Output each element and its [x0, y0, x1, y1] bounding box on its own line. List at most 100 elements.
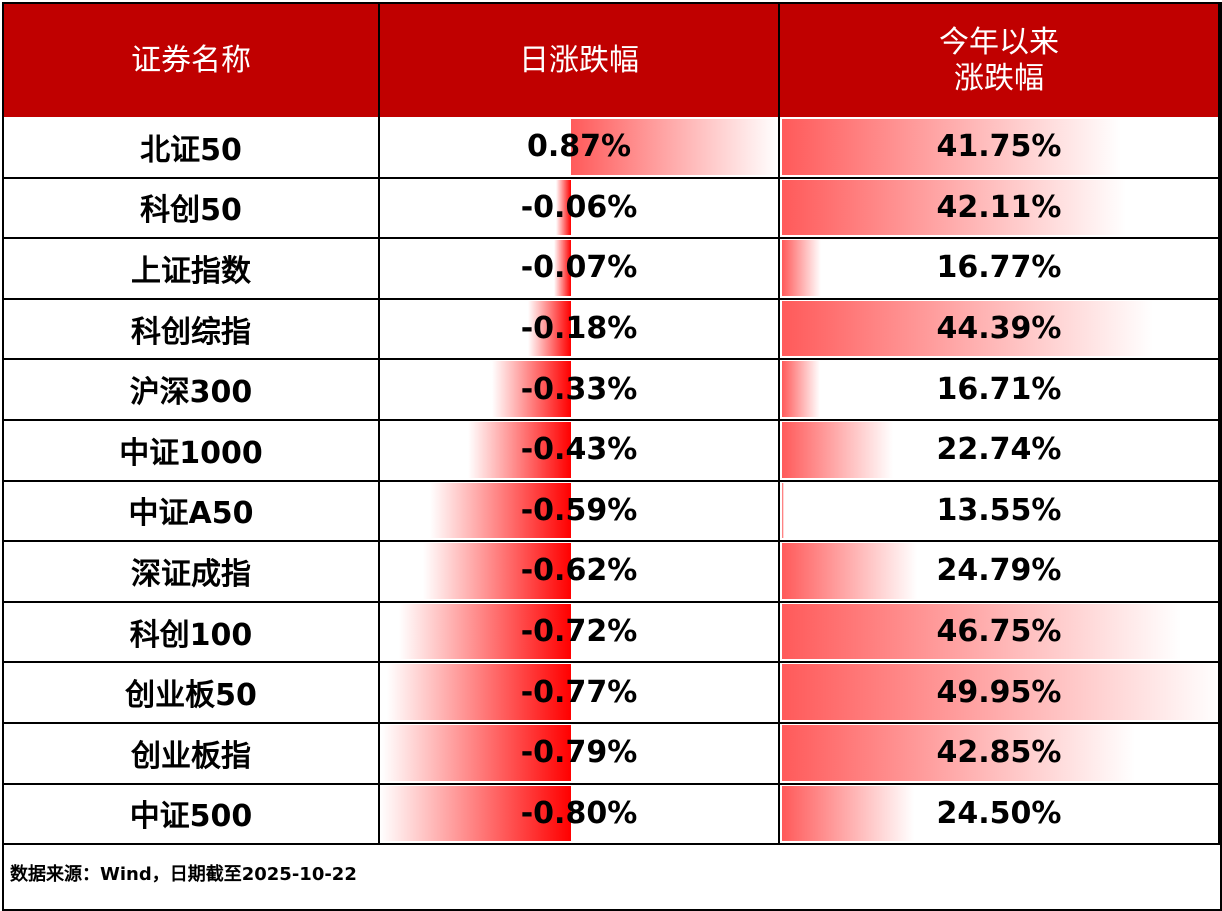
data-bar	[782, 179, 1126, 236]
value-text: -0.77%	[520, 674, 638, 710]
data-bar	[782, 725, 1135, 781]
value-text: 16.71%	[936, 371, 1062, 407]
value-cell: -0.79%	[380, 723, 780, 785]
name-text: 上证指数	[131, 253, 251, 289]
name-cell: 北证50	[4, 117, 380, 179]
name-cell: 上证指数	[4, 238, 380, 300]
value-text: 24.79%	[936, 553, 1062, 589]
value-cell: -0.80%	[380, 783, 780, 846]
value-text: -0.06%	[520, 189, 638, 225]
value-text: 49.95%	[936, 674, 1062, 710]
data-bar	[782, 300, 1154, 357]
value-text: 42.85%	[936, 735, 1062, 771]
value-cell: -0.77%	[380, 662, 780, 724]
value-text: 0.87%	[526, 129, 632, 165]
name-text: 科创100	[129, 617, 253, 653]
value-cell: -0.62%	[380, 541, 780, 603]
name-text: 创业板50	[125, 678, 257, 714]
name-text: 中证A50	[128, 496, 254, 532]
name-cell: 创业板50	[4, 662, 380, 724]
name-cell: 创业板指	[4, 723, 380, 785]
value-cell: -0.06%	[380, 177, 780, 240]
value-cell: 22.74%	[780, 420, 1220, 482]
name-cell: 中证500	[4, 783, 380, 846]
name-cell: 科创100	[4, 601, 380, 664]
value-text: 24.50%	[936, 795, 1062, 831]
value-text: -0.80%	[520, 795, 638, 831]
value-text: -0.59%	[520, 492, 638, 528]
value-cell: 24.50%	[780, 783, 1220, 846]
value-text: -0.72%	[520, 614, 638, 650]
value-text: 44.39%	[936, 311, 1062, 347]
data-bar	[399, 603, 571, 660]
value-cell: -0.43%	[380, 420, 780, 482]
name-text: 科创50	[140, 193, 242, 229]
value-cell: 16.71%	[780, 359, 1220, 421]
data-bar	[527, 300, 571, 357]
value-text: 42.11%	[936, 189, 1062, 225]
value-text: 13.55%	[936, 492, 1062, 528]
value-cell: 13.55%	[780, 480, 1220, 543]
value-cell: -0.59%	[380, 480, 780, 543]
value-cell: -0.33%	[380, 359, 780, 421]
name-text: 沪深300	[129, 375, 253, 411]
value-text: 46.75%	[936, 614, 1062, 650]
value-text: 41.75%	[936, 129, 1062, 165]
data-bar	[782, 785, 914, 842]
value-text: -0.07%	[520, 250, 638, 286]
value-cell: -0.07%	[380, 238, 780, 300]
name-text: 科创综指	[131, 314, 251, 350]
value-text: -0.33%	[520, 371, 638, 407]
value-text: -0.79%	[520, 735, 638, 771]
value-cell: 41.75%	[780, 117, 1220, 179]
name-cell: 科创50	[4, 177, 380, 240]
data-bar	[556, 179, 571, 236]
value-cell: 42.85%	[780, 723, 1220, 785]
data-bar	[468, 422, 571, 478]
data-bar	[782, 240, 821, 296]
value-cell: 44.39%	[780, 298, 1220, 361]
data-bar	[782, 664, 1218, 720]
value-cell: -0.72%	[380, 601, 780, 664]
data-bar	[782, 603, 1182, 660]
header-cell: 日涨跌幅	[380, 4, 780, 117]
value-cell: -0.18%	[380, 298, 780, 361]
name-text: 中证500	[129, 799, 253, 835]
name-cell: 科创综指	[4, 298, 380, 361]
value-cell: 46.75%	[780, 601, 1220, 664]
value-text: -0.43%	[520, 432, 638, 468]
data-bar	[782, 482, 784, 539]
header-cell: 证券名称	[4, 4, 380, 117]
name-cell: 中证1000	[4, 420, 380, 482]
data-bar	[430, 482, 571, 539]
value-cell: 42.11%	[780, 177, 1220, 240]
data-bar	[782, 361, 821, 417]
value-cell: 16.77%	[780, 238, 1220, 300]
value-cell: 24.79%	[780, 541, 1220, 603]
footer-note: 数据来源：Wind，日期截至2025-10-22	[10, 864, 357, 885]
data-bar	[382, 725, 571, 781]
data-bar	[492, 361, 571, 417]
name-cell: 中证A50	[4, 480, 380, 543]
data-bar	[553, 240, 571, 296]
name-cell: 沪深300	[4, 359, 380, 421]
value-cell: 49.95%	[780, 662, 1220, 724]
header-cell: 今年以来 涨跌幅	[780, 4, 1220, 117]
data-bar	[570, 119, 778, 175]
data-bar	[422, 543, 571, 599]
value-text: -0.18%	[520, 311, 638, 347]
name-text: 北证50	[140, 132, 242, 168]
data-bar	[782, 119, 1122, 175]
value-text: -0.62%	[520, 553, 638, 589]
value-text: 16.77%	[936, 250, 1062, 286]
value-text: 22.74%	[936, 432, 1062, 468]
data-bar	[782, 422, 893, 478]
data-bar	[380, 785, 571, 842]
value-cell: 0.87%	[380, 117, 780, 179]
name-text: 创业板指	[131, 738, 251, 774]
data-bar	[782, 543, 918, 599]
data-bar	[387, 664, 571, 720]
name-cell: 深证成指	[4, 541, 380, 603]
name-text: 中证1000	[119, 435, 263, 471]
